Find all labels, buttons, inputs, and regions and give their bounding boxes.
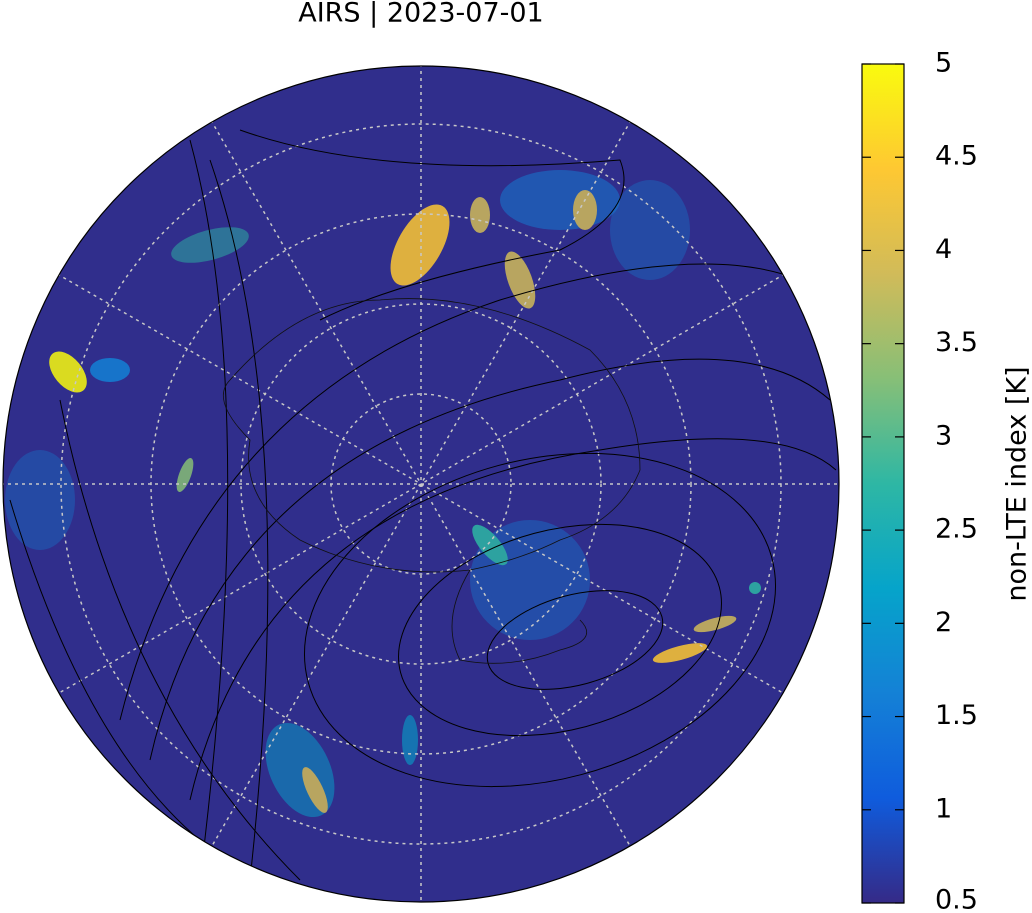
colorbar-tick-label: 1 [935, 793, 952, 824]
colorbar [861, 63, 905, 904]
coastline [222, 298, 641, 664]
colorbar-tick-label: 4.5 [935, 141, 978, 172]
meridian [56, 273, 786, 695]
colorbar-tick-label: 2 [935, 607, 952, 638]
colorbar-tick-label: 3.5 [935, 327, 978, 358]
colorbar-tick-label: 0.5 [935, 885, 978, 913]
graticule [3, 66, 839, 902]
colorbar-tick-label: 1.5 [935, 700, 978, 731]
signal-patches [5, 170, 761, 818]
colorbar-ticks: 0.5 1 1.5 2 2.5 3 3.5 4 4.5 5 [862, 48, 978, 913]
colorbar-tick-label: 2.5 [935, 514, 978, 545]
map-disc [3, 66, 839, 902]
colorbar-tick-label: 5 [935, 48, 952, 79]
colorbar-tick-label: 4 [935, 234, 952, 265]
colorbar-label: non-LTE index [K] [1002, 366, 1032, 601]
map-title: AIRS | 2023-07-01 [298, 0, 544, 29]
colorbar-tick-label: 3 [935, 420, 952, 451]
map-border [2, 65, 840, 903]
